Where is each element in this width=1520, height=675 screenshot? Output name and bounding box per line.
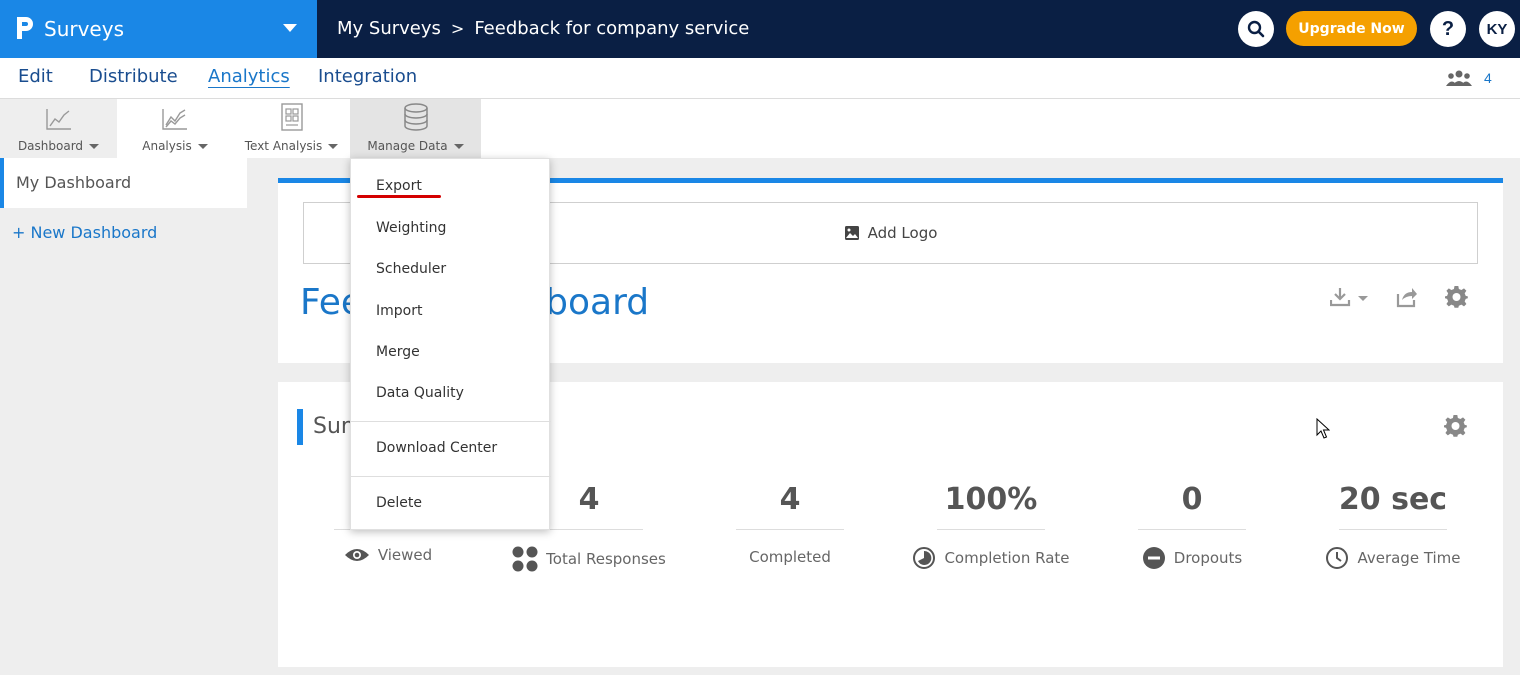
tab-integration[interactable]: Integration: [318, 66, 418, 87]
toolbar-manage-data[interactable]: Manage Data: [350, 99, 481, 158]
summary-gear-icon[interactable]: [1444, 414, 1468, 438]
stat-value: 4: [779, 482, 801, 517]
text-analysis-icon: [280, 103, 303, 131]
caret-down-icon: [89, 143, 100, 149]
stat-label: Completion Rate: [944, 549, 1070, 567]
toolbar-text-analysis-label: Text Analysis: [244, 139, 323, 153]
stat-label: Average Time: [1357, 549, 1461, 567]
caret-down-icon: [197, 143, 208, 149]
users-icon: [1446, 70, 1472, 86]
tab-edit[interactable]: Edit: [18, 66, 53, 87]
add-logo-label: Add Logo: [867, 224, 938, 242]
menu-item-download-center[interactable]: Download Center: [376, 440, 498, 456]
download-icon[interactable]: [1330, 286, 1370, 310]
image-icon: [844, 226, 859, 240]
summary-accent-bar: [297, 409, 303, 445]
new-dashboard-link[interactable]: + New Dashboard: [12, 223, 158, 242]
stat-value: 20 sec: [1338, 482, 1448, 517]
breadcrumb-my-surveys[interactable]: My Surveys: [337, 18, 441, 39]
menu-item-delete[interactable]: Delete: [376, 495, 422, 511]
toolbar-analysis[interactable]: Analysis: [117, 99, 233, 158]
menu-item-import[interactable]: Import: [376, 303, 423, 319]
toolbar-text-analysis[interactable]: Text Analysis: [233, 99, 350, 158]
avatar[interactable]: KY: [1479, 11, 1515, 47]
toolbar-dashboard-label: Dashboard: [17, 139, 84, 153]
stat-label: Viewed: [377, 546, 433, 564]
main-nav: Edit Distribute Analytics Integration 4: [0, 58, 1520, 99]
breadcrumb-current-survey: Feedback for company service: [474, 18, 750, 39]
database-icon: [403, 103, 428, 131]
manage-data-menu: Export Weighting Scheduler Import Merge …: [350, 158, 551, 530]
analysis-chart-icon: [162, 109, 187, 130]
breadcrumb-separator: >: [450, 19, 465, 38]
stat-value: 4: [578, 482, 600, 517]
menu-item-weighting[interactable]: Weighting: [376, 220, 447, 236]
stat-label: Dropouts: [1173, 549, 1243, 567]
app-name: Surveys: [44, 17, 124, 41]
stat-viewed: Viewed: [288, 482, 488, 564]
collaborators-count: 4: [1484, 70, 1492, 86]
chevron-down-icon[interactable]: [283, 24, 297, 32]
stat-total-responses: 4 Total Responses: [489, 482, 689, 572]
menu-item-scheduler[interactable]: Scheduler: [376, 261, 447, 277]
gear-icon[interactable]: [1445, 285, 1469, 309]
menu-divider: [351, 421, 551, 422]
brand-logo-icon: [17, 17, 33, 39]
breadcrumb: My Surveys > Feedback for company servic…: [337, 18, 749, 39]
menu-item-export[interactable]: Export: [376, 178, 422, 194]
analytics-toolbar: Dashboard Analysis Text Analysis Manage …: [0, 99, 1520, 158]
clock-icon: [1326, 547, 1349, 569]
collaborators-button[interactable]: 4: [1446, 70, 1492, 86]
stat-label: Completed: [749, 548, 831, 566]
tab-analytics[interactable]: Analytics: [208, 66, 290, 87]
upgrade-now-button[interactable]: Upgrade Now: [1286, 11, 1417, 46]
help-button[interactable]: ?: [1430, 11, 1466, 47]
stat-average-time: 20 sec Average Time: [1293, 482, 1493, 570]
menu-divider: [351, 476, 551, 477]
add-logo-area[interactable]: Add Logo: [303, 202, 1478, 264]
line-chart-icon: [45, 109, 71, 130]
search-icon: [1247, 20, 1265, 38]
sidebar-item-my-dashboard[interactable]: My Dashboard: [0, 158, 247, 208]
pie-icon: [913, 547, 936, 569]
dashboard-sidebar: My Dashboard + New Dashboard: [0, 158, 247, 675]
stat-completion-rate: 100% Completion Rate: [891, 482, 1091, 570]
mouse-cursor-icon: [1316, 418, 1330, 439]
share-icon[interactable]: [1396, 286, 1418, 308]
stat-completed: 4 Completed: [690, 482, 890, 568]
menu-item-data-quality[interactable]: Data Quality: [376, 385, 464, 401]
tab-distribute[interactable]: Distribute: [89, 66, 178, 87]
toolbar-manage-data-label: Manage Data: [367, 139, 448, 153]
stat-value: 0: [1181, 482, 1203, 517]
annotation-underline: [357, 195, 441, 198]
app-switcher[interactable]: Surveys: [0, 0, 317, 58]
stat-label: Total Responses: [546, 550, 666, 568]
caret-down-icon: [453, 143, 464, 149]
menu-item-merge[interactable]: Merge: [376, 344, 420, 360]
top-bar: Surveys My Surveys > Feedback for compan…: [0, 0, 1520, 58]
minus-circle-icon: [1142, 547, 1165, 569]
caret-down-icon: [328, 143, 339, 149]
toolbar-dashboard[interactable]: Dashboard: [0, 99, 117, 158]
grid-dots-icon: [512, 546, 538, 572]
search-button[interactable]: [1238, 11, 1274, 47]
stat-dropouts: 0 Dropouts: [1092, 482, 1292, 570]
eye-icon: [344, 549, 369, 561]
stat-value: 100%: [944, 482, 1038, 517]
toolbar-analysis-label: Analysis: [142, 139, 192, 153]
